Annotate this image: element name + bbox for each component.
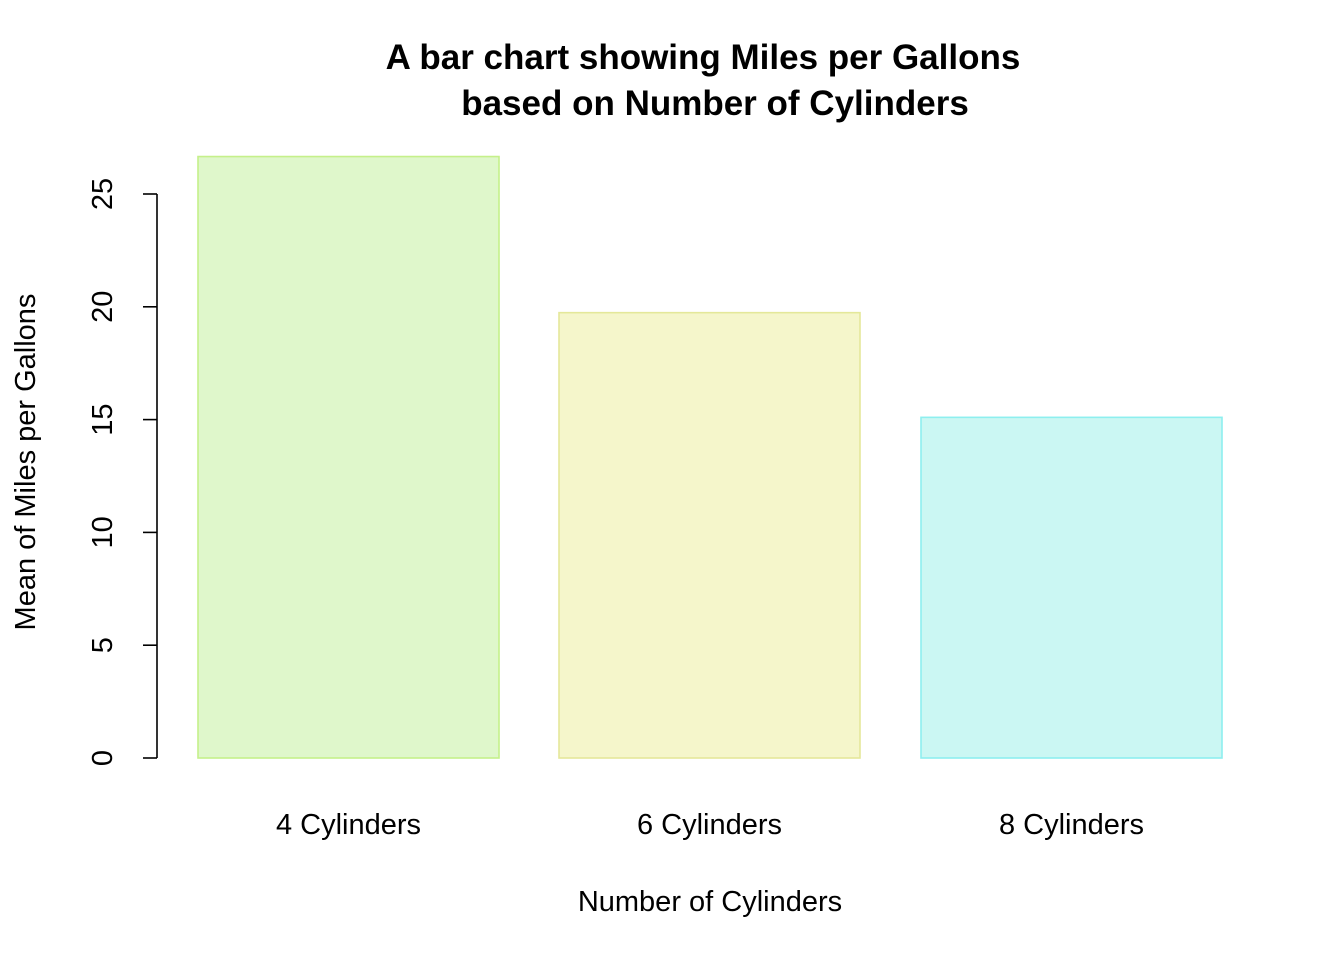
y-tick-label: 15 (87, 403, 119, 435)
y-tick-label: 5 (87, 637, 119, 653)
bar-3 (920, 416, 1223, 759)
y-tick-label: 20 (87, 291, 119, 323)
y-tick-label: 0 (87, 750, 119, 766)
chart-title-line-1: A bar chart showing Miles per Gallons (386, 38, 1021, 77)
y-tick-label: 10 (87, 516, 119, 548)
x-tick-label: 4 Cylinders (276, 809, 421, 841)
y-axis-label: Mean of Miles per Gallons (10, 294, 42, 631)
x-tick-label: 8 Cylinders (999, 809, 1144, 841)
y-tick-label: 25 (87, 178, 119, 210)
x-tick-label: 6 Cylinders (637, 809, 782, 841)
bar-2 (558, 311, 861, 759)
y-axis: 0 5 10 15 20 25 (87, 178, 158, 766)
bar-1 (197, 155, 500, 759)
x-tick-labels: 4 Cylinders 6 Cylinders 8 Cylinders (276, 809, 1144, 841)
x-axis-label: Number of Cylinders (578, 886, 842, 918)
bars-group (197, 155, 1223, 759)
chart-title-line-2: based on Number of Cylinders (461, 84, 969, 123)
